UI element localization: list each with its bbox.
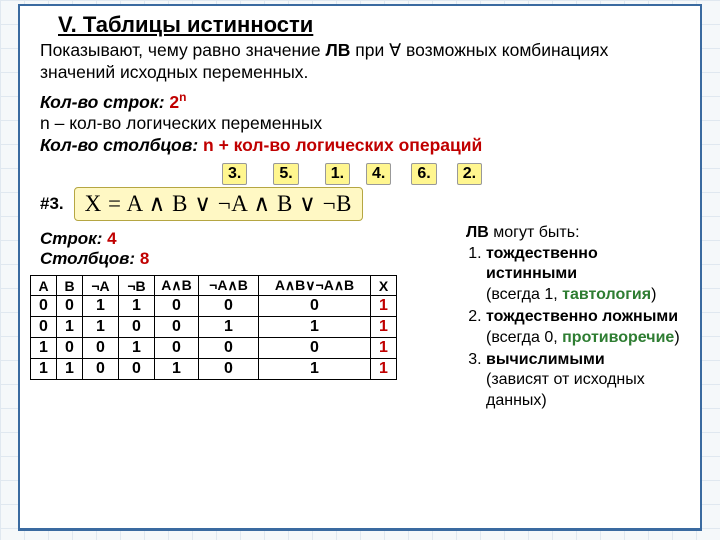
opnum: 2. bbox=[457, 163, 482, 185]
table-cell: 0 bbox=[199, 359, 259, 380]
table-cell: 0 bbox=[155, 338, 199, 359]
table-row: 11001011 bbox=[31, 359, 397, 380]
th: X bbox=[371, 276, 397, 296]
formula-line: #3. X = A ∧ B ∨ ¬A ∧ B ∨ ¬B bbox=[40, 187, 684, 221]
opnum: 5. bbox=[273, 163, 298, 185]
table-cell: 0 bbox=[31, 296, 57, 317]
th: ¬A∧B bbox=[199, 276, 259, 296]
side-item-2: тождественно ложными (всегда 0, противор… bbox=[486, 307, 684, 348]
example-number: #3. bbox=[40, 194, 64, 214]
intro-text-a: Показывают, чему равно значение bbox=[40, 40, 326, 60]
th: A∧B bbox=[155, 276, 199, 296]
table-cell: 1 bbox=[57, 317, 83, 338]
table-cell: 1 bbox=[57, 359, 83, 380]
slide-title: V. Таблицы истинности bbox=[40, 12, 684, 38]
opnum: 4. bbox=[366, 163, 391, 185]
table-row: 10010001 bbox=[31, 338, 397, 359]
table-cell: 1 bbox=[83, 296, 119, 317]
rows-line: Кол-во строк: 2n bbox=[40, 90, 684, 114]
n-line: n – кол-во логических переменных bbox=[40, 113, 684, 135]
th: A∧B∨¬A∧B bbox=[259, 276, 371, 296]
table-row: 00110001 bbox=[31, 296, 397, 317]
slide-panel: V. Таблицы истинности Показывают, чему р… bbox=[18, 4, 702, 530]
table-cell: 0 bbox=[57, 296, 83, 317]
table-cell: 1 bbox=[371, 296, 397, 317]
counts-rows: Строк: 4 bbox=[40, 229, 458, 249]
logic-formula: X = A ∧ B ∨ ¬A ∧ B ∨ ¬B bbox=[74, 187, 363, 221]
counts-cols: Столбцов: 8 bbox=[40, 249, 458, 269]
table-cell: 0 bbox=[259, 296, 371, 317]
truth-table: A B ¬A ¬B A∧B ¬A∧B A∧B∨¬A∧B X 0011000101… bbox=[30, 275, 397, 380]
cols-line: Кол-во столбцов: n + кол-во логических о… bbox=[40, 135, 684, 157]
formula-block: 3. 5. 1. 4. 6. 2. #3. X = A ∧ B ∨ ¬A ∧ B… bbox=[40, 163, 684, 221]
side-item-1: тождественно истинными (всегда 1, тавтол… bbox=[486, 244, 684, 305]
table-cell: 0 bbox=[83, 359, 119, 380]
th: ¬A bbox=[83, 276, 119, 296]
table-cell: 0 bbox=[31, 317, 57, 338]
rows-label: Кол-во строк: bbox=[40, 92, 169, 112]
table-cell: 1 bbox=[371, 359, 397, 380]
table-cell: 1 bbox=[259, 317, 371, 338]
table-cell: 0 bbox=[259, 338, 371, 359]
side-note: ЛВ могут быть: тождественно истинными (в… bbox=[458, 221, 684, 413]
left-column: Строк: 4 Столбцов: 8 A B ¬A ¬B A∧B ¬A∧B … bbox=[40, 221, 458, 380]
table-row: 01100111 bbox=[31, 317, 397, 338]
table-cell: 1 bbox=[199, 317, 259, 338]
table-cell: 0 bbox=[57, 338, 83, 359]
table-cell: 1 bbox=[119, 296, 155, 317]
table-cell: 1 bbox=[371, 338, 397, 359]
cols-label: Кол-во столбцов: bbox=[40, 135, 203, 155]
th: A bbox=[31, 276, 57, 296]
side-title: ЛВ могут быть: bbox=[466, 223, 684, 243]
th: ¬B bbox=[119, 276, 155, 296]
table-cell: 0 bbox=[155, 317, 199, 338]
intro-paragraph: Показывают, чему равно значение ЛВ при ∀… bbox=[40, 40, 684, 84]
table-cell: 1 bbox=[119, 338, 155, 359]
table-header-row: A B ¬A ¬B A∧B ¬A∧B A∧B∨¬A∧B X bbox=[31, 276, 397, 296]
table-cell: 0 bbox=[119, 359, 155, 380]
content-row: Строк: 4 Столбцов: 8 A B ¬A ¬B A∧B ¬A∧B … bbox=[40, 221, 684, 413]
table-cell: 1 bbox=[155, 359, 199, 380]
rows-value: 2n bbox=[169, 92, 186, 112]
table-cell: 0 bbox=[119, 317, 155, 338]
opnum: 1. bbox=[325, 163, 350, 185]
counts-block: Строк: 4 Столбцов: 8 bbox=[40, 229, 458, 269]
table-cell: 1 bbox=[371, 317, 397, 338]
table-cell: 0 bbox=[83, 338, 119, 359]
table-cell: 1 bbox=[83, 317, 119, 338]
table-cell: 0 bbox=[199, 338, 259, 359]
cols-value: n + кол-во логических операций bbox=[203, 135, 482, 155]
opnum: 6. bbox=[411, 163, 436, 185]
intro-lv: ЛВ bbox=[326, 40, 351, 60]
side-item-3: вычислимыми (зависят от исходных данных) bbox=[486, 350, 684, 411]
opnum: 3. bbox=[222, 163, 247, 185]
table-cell: 0 bbox=[155, 296, 199, 317]
table-cell: 1 bbox=[31, 359, 57, 380]
th: B bbox=[57, 276, 83, 296]
table-cell: 1 bbox=[31, 338, 57, 359]
operation-order: 3. 5. 1. 4. 6. 2. bbox=[222, 163, 684, 185]
table-cell: 0 bbox=[199, 296, 259, 317]
table-cell: 1 bbox=[259, 359, 371, 380]
